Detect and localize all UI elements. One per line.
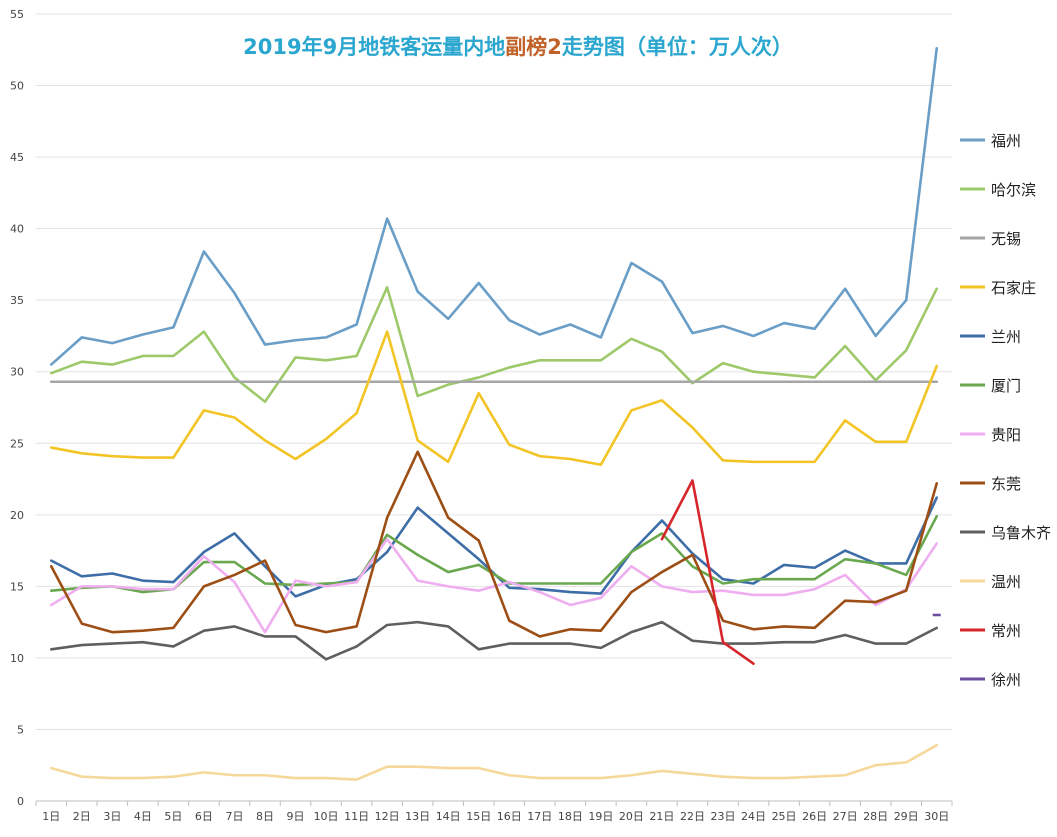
series-7 <box>49 450 939 638</box>
x-tick-label: 24日 <box>741 810 766 823</box>
y-tick-label: 25 <box>10 437 24 450</box>
x-tick-label: 11日 <box>344 810 369 823</box>
x-tick-label: 28日 <box>863 810 888 823</box>
x-tick-label: 19日 <box>588 810 613 823</box>
series-line <box>49 47 939 366</box>
x-tick-label: 21日 <box>649 810 674 823</box>
legend-label: 徐州 <box>991 671 1021 689</box>
legend-label: 常州 <box>991 622 1021 640</box>
series-10 <box>660 479 755 665</box>
x-tick-label: 25日 <box>772 810 797 823</box>
x-tick-label: 8日 <box>256 810 274 823</box>
x-tick-label: 29日 <box>894 810 919 823</box>
x-tick-label: 14日 <box>436 810 461 823</box>
x-tick-label: 18日 <box>558 810 583 823</box>
series-1 <box>49 286 939 404</box>
x-axis: 1日 2日 3日 4日 5日 6日 7日 8日 9日 10日 11日 12日 13日 14日 15日 16日 1… <box>35 800 953 823</box>
x-tick-label: 10日 <box>314 810 339 823</box>
chart-title: 2019年9月地铁客运量内地副榜2走势图（单位：万人次） <box>243 35 793 59</box>
title-part-0: 2019年9月地铁客运量内地 <box>243 35 505 59</box>
x-tick-label: 30日 <box>924 810 949 823</box>
series-line <box>49 620 939 661</box>
x-tick-label: 22日 <box>680 810 705 823</box>
y-tick-label: 40 <box>10 223 24 236</box>
x-tick-label: 4日 <box>134 810 152 823</box>
x-tick-label: 2日 <box>73 810 91 823</box>
y-tick-label: 20 <box>10 509 24 522</box>
series-8 <box>49 620 939 661</box>
series-line <box>49 743 939 781</box>
series-0 <box>49 47 939 366</box>
x-tick-label: 13日 <box>405 810 430 823</box>
title-part-1: 副榜2 <box>505 35 562 59</box>
series-line <box>660 479 755 665</box>
legend-label: 温州 <box>991 573 1021 591</box>
x-tick-label: 27日 <box>833 810 858 823</box>
title-part-2: 走势图（单位：万人次） <box>562 35 793 59</box>
series-3 <box>49 330 939 467</box>
x-tick-label: 6日 <box>195 810 213 823</box>
legend-label: 哈尔滨 <box>991 181 1036 199</box>
series-line <box>49 450 939 638</box>
x-tick-label: 3日 <box>103 810 121 823</box>
x-tick-label: 7日 <box>225 810 243 823</box>
x-tick-label: 1日 <box>42 810 60 823</box>
y-tick-label: 0 <box>17 795 24 808</box>
x-tick-label: 12日 <box>375 810 400 823</box>
x-tick-label: 5日 <box>164 810 182 823</box>
x-tick-label: 17日 <box>527 810 552 823</box>
legend-label: 贵阳 <box>991 426 1021 444</box>
series-line <box>49 514 939 594</box>
y-tick-label: 15 <box>10 580 24 593</box>
x-tick-label: 16日 <box>497 810 522 823</box>
series-lines <box>49 47 941 781</box>
series-9 <box>49 743 939 781</box>
legend-label: 石家庄 <box>991 279 1036 297</box>
y-tick-label: 55 <box>10 8 24 21</box>
y-tick-label: 30 <box>10 366 24 379</box>
series-line <box>49 330 939 467</box>
x-tick-label: 15日 <box>466 810 491 823</box>
y-tick-label: 50 <box>10 80 24 93</box>
x-tick-label: 26日 <box>802 810 827 823</box>
x-tick-label: 9日 <box>287 810 305 823</box>
legend-label: 东莞 <box>991 475 1021 493</box>
x-tick-label: 23日 <box>711 810 736 823</box>
series-line <box>49 286 939 404</box>
y-tick-label: 5 <box>17 723 24 736</box>
y-tick-label: 10 <box>10 652 24 665</box>
legend-label: 兰州 <box>991 328 1021 346</box>
series-5 <box>49 514 939 594</box>
legend-label: 乌鲁木齐 <box>991 524 1051 542</box>
series-6 <box>49 537 939 634</box>
y-tick-label: 45 <box>10 151 24 164</box>
y-tick-label: 35 <box>10 294 24 307</box>
gridlines <box>36 13 952 802</box>
y-axis: 0 5 10 15 20 25 30 35 40 45 50 55 <box>10 8 24 808</box>
legend-label: 福州 <box>991 132 1021 150</box>
series-line <box>49 537 939 634</box>
legend-label: 厦门 <box>991 377 1021 395</box>
x-tick-label: 20日 <box>619 810 644 823</box>
legend-label: 无锡 <box>991 230 1021 248</box>
